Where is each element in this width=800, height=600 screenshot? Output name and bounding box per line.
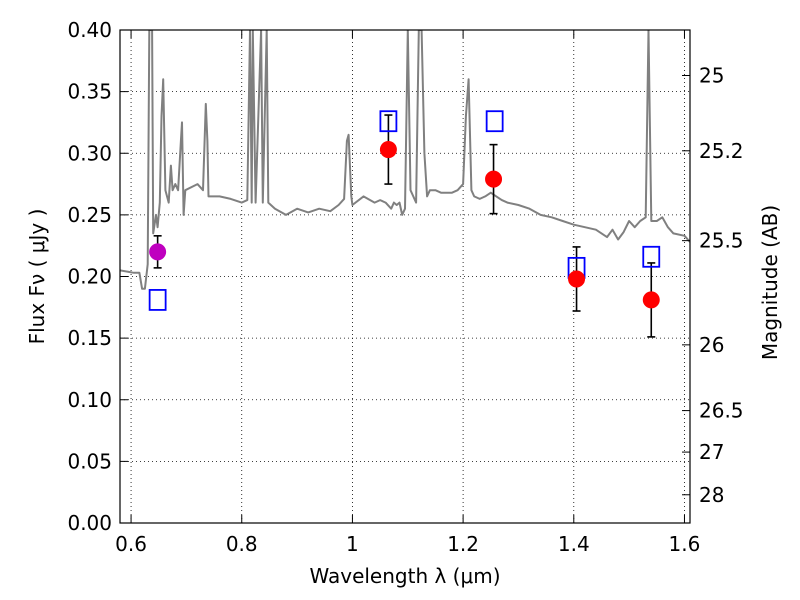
y2-tick-label: 27 — [699, 440, 724, 464]
observed-point — [149, 243, 167, 261]
model-spectrum — [120, 30, 690, 290]
x-tick-label: 1.2 — [447, 532, 479, 556]
observed-point — [485, 170, 503, 188]
spectrum-line — [120, 30, 690, 290]
y-axis-title: Flux Fν ( μJy ) — [25, 209, 49, 345]
y-tick-label: 0.10 — [67, 388, 112, 412]
model-square-marker — [148, 289, 167, 311]
x-tick-label: 1.4 — [558, 532, 590, 556]
y-tick-label: 0.40 — [67, 18, 112, 42]
y-tick-label: 0.20 — [67, 265, 112, 289]
observed-point — [379, 141, 397, 159]
y-tick-label: 0.30 — [67, 141, 112, 165]
model-square-marker — [379, 110, 398, 133]
y-tick-label: 0.15 — [67, 326, 112, 350]
observed-point — [642, 291, 660, 309]
y-tick-label: 0.00 — [67, 511, 112, 535]
y-tick-label: 0.05 — [67, 449, 112, 473]
x-tick-label: 0.8 — [226, 532, 258, 556]
axis-ticks: 0.6 0.8 1 1.2 1.4 1.6 0.00 0.05 0.10 0.15 0.20 0.25… — [67, 18, 743, 556]
x-tick-label: 0.6 — [115, 532, 147, 556]
observed-point — [568, 270, 586, 288]
y2-axis-title: Magnitude (AB) — [758, 205, 782, 360]
x-axis-title: Wavelength λ (μm) — [309, 564, 500, 588]
y-tick-label: 0.25 — [67, 203, 112, 227]
x-tick-label: 1.6 — [669, 532, 701, 556]
model-square-marker — [485, 110, 504, 133]
y2-tick-label: 25 — [699, 64, 724, 88]
y-tick-label: 0.35 — [67, 80, 112, 104]
y2-tick-label: 26 — [699, 333, 724, 357]
y2-tick-label: 26.5 — [699, 399, 744, 423]
model-square-marker — [642, 245, 661, 268]
y2-tick-label: 25.2 — [699, 139, 744, 163]
y2-tick-label: 25.5 — [699, 229, 744, 253]
data-points — [148, 110, 661, 311]
x-tick-label: 1 — [346, 532, 359, 556]
y2-tick-label: 28 — [699, 483, 724, 507]
